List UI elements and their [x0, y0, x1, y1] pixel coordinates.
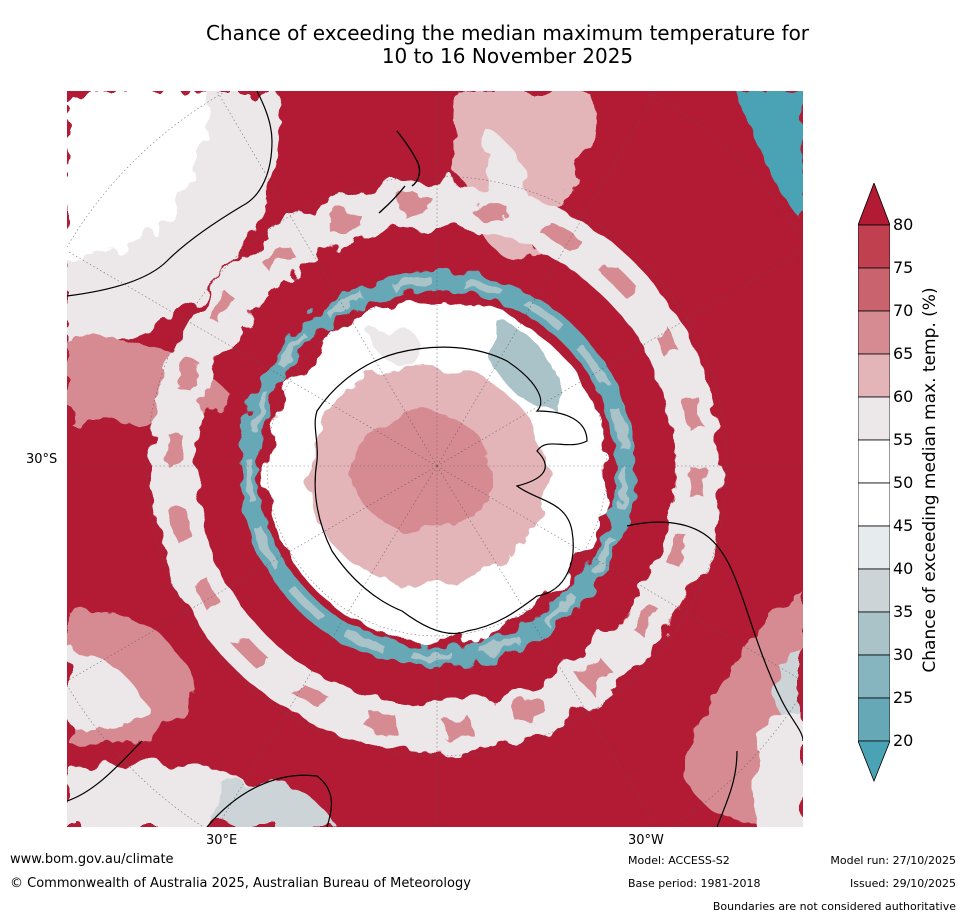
colorbar-under-arrow — [858, 740, 890, 783]
disclaimer-text: Boundaries are not considered authoritat… — [712, 900, 956, 913]
latitude-label: 30°S — [26, 452, 58, 467]
colorbar-tick-80: 80 — [893, 215, 914, 234]
colorbar-tick-45: 45 — [893, 516, 914, 535]
colorbar-over-arrow — [858, 183, 890, 226]
website-link[interactable]: www.bom.gov.au/climate — [10, 852, 174, 867]
graticule — [67, 91, 803, 827]
model-run-text: Model run: 27/10/2025 — [830, 854, 956, 867]
new-zealand — [378, 130, 421, 214]
colorbar-tick-35: 35 — [893, 602, 914, 621]
colorbar-tick-60: 60 — [893, 387, 914, 406]
colorbar-tick-25: 25 — [893, 688, 914, 707]
australia-coastline — [67, 91, 273, 297]
colorbar-tick-40: 40 — [893, 559, 914, 578]
africa-coastline — [67, 740, 332, 827]
longitude-label-west: 30°W — [628, 833, 664, 848]
colorbar-tick-65: 65 — [893, 344, 914, 363]
longitude-label-east: 30°E — [206, 833, 238, 848]
probability-map — [67, 91, 803, 827]
south-america-coastline — [626, 521, 803, 827]
colorbar-tick-50: 50 — [893, 473, 914, 492]
colorbar-tick-70: 70 — [893, 301, 914, 320]
colorbar-tick-30: 30 — [893, 645, 914, 664]
colorbar-tick-20: 20 — [893, 731, 914, 750]
colorbar — [858, 183, 890, 783]
model-text: Model: ACCESS-S2 — [628, 854, 730, 867]
base-period-text: Base period: 1981-2018 — [628, 877, 761, 890]
antarctica-coastline — [314, 346, 588, 635]
colorbar-tick-75: 75 — [893, 258, 914, 277]
chart-title: Chance of exceeding the median maximum t… — [110, 22, 905, 68]
issued-text: Issued: 29/10/2025 — [849, 877, 956, 890]
northeast-cool-corner — [737, 91, 803, 221]
title-line-1: Chance of exceeding the median maximum t… — [205, 21, 810, 45]
title-line-2: 10 to 16 November 2025 — [381, 44, 634, 68]
colorbar-tick-55: 55 — [893, 430, 914, 449]
copyright-text: © Commonwealth of Australia 2025, Austra… — [10, 876, 471, 891]
